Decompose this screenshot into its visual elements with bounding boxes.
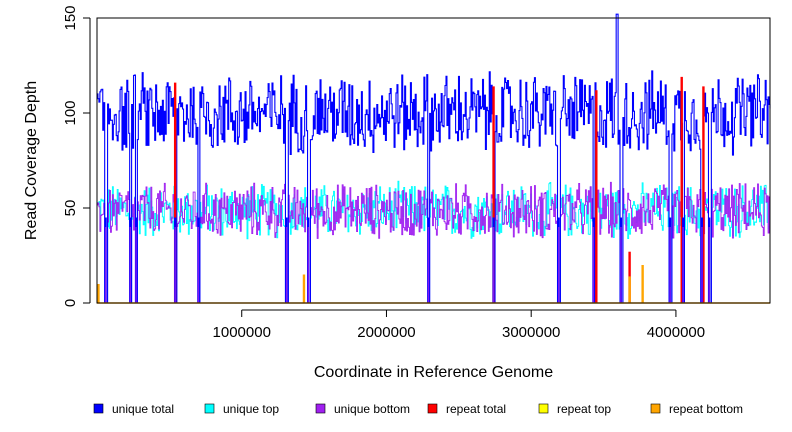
legend-swatch-unique-bottom	[315, 403, 326, 414]
legend: unique total unique top unique bottom repea…	[93, 402, 743, 416]
x-tick-label: 1000000	[213, 324, 271, 341]
x-tick-label: 2000000	[357, 324, 415, 341]
y-axis: 0 50 100 150	[62, 5, 91, 307]
x-axis: 1000000 2000000 3000000 4000000	[213, 309, 705, 341]
y-tick-label: 100	[62, 100, 79, 125]
y-tick-label: 0	[62, 299, 79, 307]
y-axis-label: Read Coverage Depth	[23, 81, 40, 240]
series-line-unique-top	[97, 180, 771, 304]
legend-swatch-repeat-total	[427, 403, 438, 414]
series-line-unique-bottom	[97, 181, 771, 304]
legend-label-repeat-total: repeat total	[446, 402, 506, 416]
legend-label-repeat-bottom: repeat bottom	[669, 402, 743, 416]
x-tick-label: 4000000	[647, 324, 705, 341]
x-tick-label: 3000000	[502, 324, 560, 341]
legend-label-repeat-top: repeat top	[557, 402, 611, 416]
legend-label-unique-bottom: unique bottom	[334, 402, 410, 416]
legend-swatch-unique-total	[93, 403, 104, 414]
y-tick-label: 50	[62, 200, 79, 217]
legend-label-unique-total: unique total	[112, 402, 174, 416]
plot-frame	[96, 17, 771, 304]
legend-label-unique-top: unique top	[223, 402, 279, 416]
legend-swatch-repeat-bottom	[650, 403, 661, 414]
x-axis-label: Coordinate in Reference Genome	[314, 364, 553, 381]
series-line-unique-total	[97, 13, 771, 304]
plot-area	[96, 13, 771, 304]
legend-swatch-repeat-top	[538, 403, 549, 414]
y-tick-label: 150	[62, 5, 79, 30]
legend-swatch-unique-top	[204, 403, 215, 414]
